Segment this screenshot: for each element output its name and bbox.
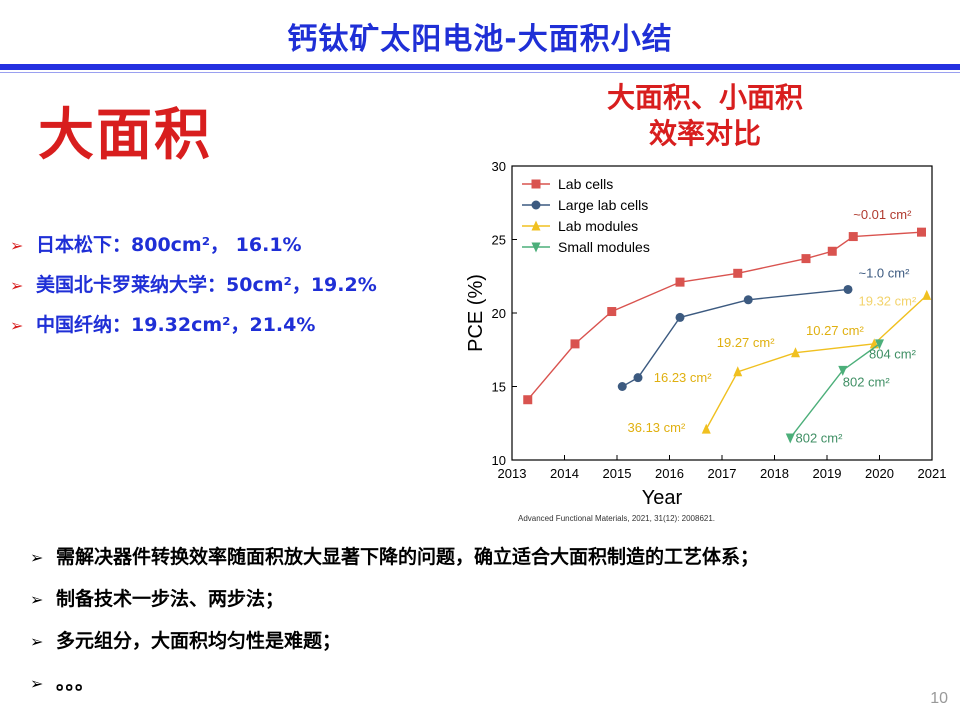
bullet-arrow-icon: ➢ xyxy=(30,548,44,567)
bottom-bullet-item: ➢ 需解决器件转换效率随面积放大显著下降的问题，确立适合大面积制造的工艺体系； xyxy=(30,542,759,584)
data-point xyxy=(917,227,926,237)
x-tick-label: 2019 xyxy=(813,466,842,481)
bullet-arrow-icon: ➢ xyxy=(30,632,44,651)
x-tick-label: 2016 xyxy=(655,466,684,481)
x-tick-label: 2020 xyxy=(865,466,894,481)
page-number: 10 xyxy=(930,690,948,707)
x-tick-label: 2014 xyxy=(550,466,579,481)
bullet-arrow-icon: ➢ xyxy=(30,590,44,609)
x-tick-label: 2018 xyxy=(760,466,789,481)
annotation-label: 804 cm² xyxy=(869,347,917,362)
data-point xyxy=(675,277,685,287)
legend-label: Lab cells xyxy=(558,176,613,192)
top-bullet-item: ➢ 日本松下：800cm²， 16.1% xyxy=(10,230,377,270)
annotation-label: 802 cm² xyxy=(843,375,891,390)
y-tick-label: 15 xyxy=(492,380,506,395)
legend-marker xyxy=(531,200,541,210)
data-point xyxy=(607,307,617,317)
legend-label: Large lab cells xyxy=(558,197,648,213)
top-bullet-item: ➢ 美国北卡罗莱纳大学：50cm²，19.2% xyxy=(10,270,377,310)
data-point xyxy=(617,382,627,391)
annotation-label: 802 cm² xyxy=(796,430,844,445)
bottom-bullet-text: 多元组分，大面积均匀性是难题； xyxy=(56,630,342,652)
data-point xyxy=(827,246,837,256)
x-tick-label: 2021 xyxy=(918,466,947,481)
bottom-bullet-text: 需解决器件转换效率随面积放大显著下降的问题，确立适合大面积制造的工艺体系； xyxy=(56,546,760,568)
data-point xyxy=(743,295,753,305)
section-heading: 大面积 xyxy=(38,103,212,168)
legend-marker xyxy=(531,179,541,189)
top-bullet-text: 美国北卡罗莱纳大学：50cm²，19.2% xyxy=(36,274,377,296)
x-axis-label: Year xyxy=(642,487,683,509)
y-axis-label: PCE (%) xyxy=(465,274,487,352)
y-tick-label: 10 xyxy=(492,453,506,468)
citation: Advanced Functional Materials, 2021, 31(… xyxy=(518,514,716,523)
data-point xyxy=(801,254,811,264)
pce-vs-year-chart: 2013 2014 2015 2016 2017 2018 2019 2020 2021 10 15… xyxy=(465,159,947,509)
x-tick-label: 2017 xyxy=(708,466,737,481)
chart-heading: 大面积、小面积 效率对比 xyxy=(560,80,850,152)
bottom-bullet-item: ➢ 多元组分，大面积均匀性是难题； xyxy=(30,626,759,668)
bottom-bullet-item: ➢ 。。。 xyxy=(30,668,759,710)
data-point xyxy=(922,289,932,300)
annotation-label: 10.27 cm² xyxy=(806,323,864,338)
top-bullet-text: 日本松下：800cm²， 16.1% xyxy=(36,234,302,256)
data-point xyxy=(701,423,711,434)
title-divider-thin xyxy=(0,72,960,73)
bottom-bullet-list: ➢ 需解决器件转换效率随面积放大显著下降的问题，确立适合大面积制造的工艺体系； ➢… xyxy=(30,542,759,710)
data-point xyxy=(675,312,685,322)
top-bullet-list: ➢ 日本松下：800cm²， 16.1% ➢ 美国北卡罗莱纳大学：50cm²，19.… xyxy=(10,230,377,350)
y-tick-label: 25 xyxy=(492,233,506,248)
bullet-arrow-icon: ➢ xyxy=(10,276,24,295)
data-point xyxy=(633,373,643,383)
title-divider xyxy=(0,64,960,70)
bottom-bullet-text: 。。。 xyxy=(56,672,95,694)
annotation-label: 19.27 cm² xyxy=(717,335,775,350)
data-point xyxy=(570,339,580,349)
x-tick-label: 2015 xyxy=(603,466,632,481)
top-bullet-item: ➢ 中国纤纳：19.32cm²，21.4% xyxy=(10,310,377,350)
annotation-label: 19.32 cm² xyxy=(859,294,917,309)
x-tick-label: 2013 xyxy=(498,466,527,481)
bullet-arrow-icon: ➢ xyxy=(30,674,44,693)
data-point xyxy=(848,232,858,242)
data-point xyxy=(791,347,800,358)
y-tick-label: 20 xyxy=(492,306,506,321)
series-line-2 xyxy=(705,294,928,430)
legend-marker xyxy=(531,220,541,231)
slide-title: 钙钛矿太阳电池-大面积小结 xyxy=(287,22,673,57)
data-point xyxy=(875,339,884,350)
annotation-label: ~1.0 cm² xyxy=(859,266,911,281)
chart-heading-line2: 效率对比 xyxy=(648,117,761,150)
annotation-label: 36.13 cm² xyxy=(628,420,686,435)
chart-heading-line1: 大面积、小面积 xyxy=(606,81,803,114)
legend-marker xyxy=(531,242,541,253)
y-tick-label: 30 xyxy=(492,159,506,174)
bullet-arrow-icon: ➢ xyxy=(10,236,24,255)
series-line-3 xyxy=(789,343,880,439)
data-point xyxy=(733,268,743,278)
data-point xyxy=(733,366,743,377)
bottom-bullet-item: ➢ 制备技术一步法、两步法； xyxy=(30,584,759,626)
legend-label: Lab modules xyxy=(558,218,638,234)
data-point xyxy=(838,365,848,376)
bullet-arrow-icon: ➢ xyxy=(10,316,24,335)
top-bullet-text: 中国纤纳：19.32cm²，21.4% xyxy=(36,314,316,336)
annotation-label: 16.23 cm² xyxy=(654,370,712,385)
data-point xyxy=(785,433,795,444)
bottom-bullet-text: 制备技术一步法、两步法； xyxy=(56,588,285,610)
data-point xyxy=(523,395,533,405)
data-point xyxy=(843,284,853,294)
annotation-label: ~0.01 cm² xyxy=(853,207,912,222)
legend-label: Small modules xyxy=(558,239,650,255)
